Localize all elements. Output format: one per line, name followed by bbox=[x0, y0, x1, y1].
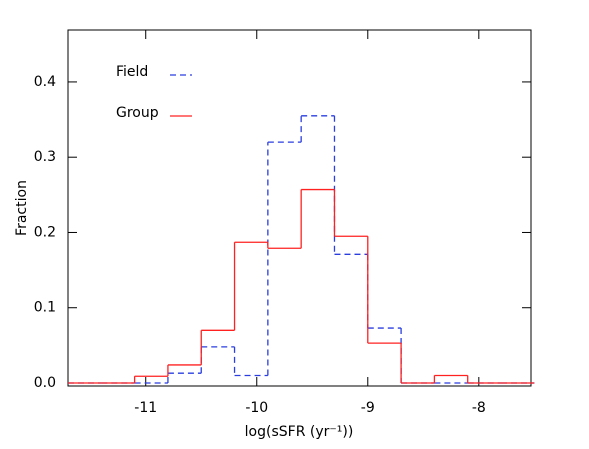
x-tick-label: -8 bbox=[472, 400, 486, 416]
plot-frame bbox=[67, 29, 532, 387]
x-tick-label: -9 bbox=[361, 400, 375, 416]
x-tick-label: -11 bbox=[134, 400, 157, 416]
y-tick-label: 0.3 bbox=[34, 149, 56, 165]
y-tick-label: 0.4 bbox=[34, 74, 56, 90]
y-tick-label: 0.2 bbox=[34, 224, 56, 240]
x-tick-label: -10 bbox=[245, 400, 268, 416]
y-tick-label: 0.0 bbox=[34, 375, 56, 391]
y-tick-label: 0.1 bbox=[34, 300, 56, 316]
x-axis-label: log(sSFR (yr⁻¹)) bbox=[245, 424, 354, 440]
legend-label: Field bbox=[116, 64, 148, 80]
y-axis-label: Fraction bbox=[14, 180, 30, 236]
legend-label: Group bbox=[116, 105, 159, 121]
